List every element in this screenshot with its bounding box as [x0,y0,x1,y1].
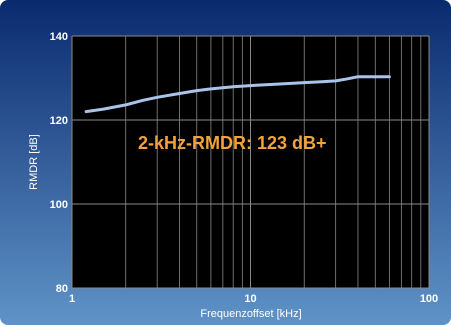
annotation-label: 2-kHz-RMDR: 123 dB+ [138,133,327,153]
y-tick-label: 100 [50,199,68,211]
x-axis-title: Frequenzoffset [kHz] [200,308,301,320]
y-tick-label: 120 [50,115,68,127]
x-tick-label: 1 [69,293,75,305]
series-line-0 [84,75,391,114]
x-tick-label: 100 [420,293,438,305]
y-axis-title: RMDR [dB] [28,134,40,190]
tick-labels: 1 10 100 80 100 120 140 [50,31,439,305]
y-tick-label: 140 [50,31,68,43]
series-layer [84,75,391,114]
x-tick-label: 10 [244,293,256,305]
y-tick-label: 80 [56,283,68,295]
grid [71,35,430,289]
